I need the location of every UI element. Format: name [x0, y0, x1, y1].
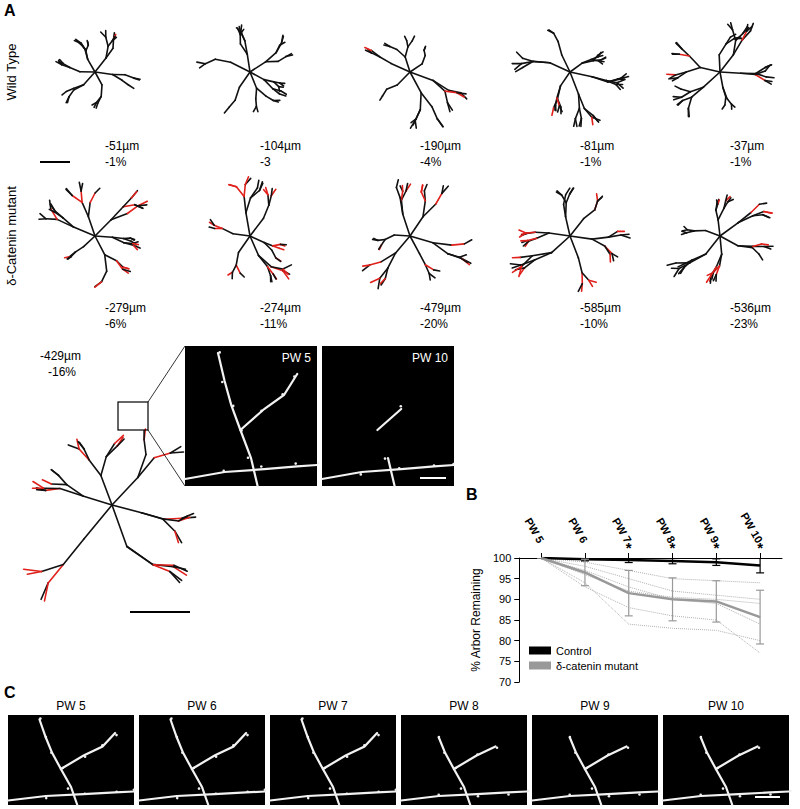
svg-text:-429µm: -429µm	[40, 349, 81, 363]
svg-text:-81µm: -81µm	[580, 139, 614, 153]
svg-text:-1%: -1%	[730, 155, 752, 169]
svg-text:% Arbor Remaining: % Arbor Remaining	[469, 568, 483, 671]
svg-text:PW 10: PW 10	[708, 699, 744, 713]
svg-text:95: 95	[499, 573, 511, 585]
svg-text:-3: -3	[260, 155, 271, 169]
svg-text:-1%: -1%	[580, 155, 602, 169]
svg-text:-279µm: -279µm	[105, 301, 146, 315]
svg-text:PW 5: PW 5	[523, 516, 547, 545]
svg-text:85: 85	[499, 614, 511, 626]
svg-text:δ-Catenin mutant: δ-Catenin mutant	[4, 186, 19, 286]
svg-text:*: *	[670, 539, 676, 556]
svg-text:*: *	[713, 539, 719, 556]
svg-text:-585µm: -585µm	[580, 301, 621, 315]
svg-text:-536µm: -536µm	[730, 301, 771, 315]
svg-text:δ-catenin mutant: δ-catenin mutant	[556, 660, 638, 672]
svg-text:75: 75	[499, 655, 511, 667]
svg-text:PW 7: PW 7	[610, 515, 634, 545]
svg-text:PW 6: PW 6	[566, 516, 590, 545]
svg-text:70: 70	[499, 676, 511, 688]
svg-text:*: *	[757, 539, 763, 556]
svg-text:PW 8: PW 8	[653, 515, 678, 545]
svg-text:C: C	[4, 684, 16, 701]
svg-text:-16%: -16%	[48, 365, 76, 379]
svg-text:PW 10: PW 10	[412, 351, 448, 365]
svg-text:-6%: -6%	[105, 317, 127, 331]
svg-text:-11%: -11%	[260, 317, 287, 331]
svg-text:100: 100	[493, 552, 511, 564]
svg-text:PW 5: PW 5	[282, 351, 312, 365]
svg-text:PW 7: PW 7	[318, 699, 348, 713]
svg-text:PW 10: PW 10	[738, 510, 766, 545]
svg-text:-104µm: -104µm	[260, 139, 301, 153]
svg-text:-51µm: -51µm	[105, 139, 139, 153]
svg-text:PW 5: PW 5	[56, 699, 86, 713]
svg-text:80: 80	[499, 635, 511, 647]
svg-text:-37µm: -37µm	[730, 139, 764, 153]
svg-text:PW 8: PW 8	[449, 699, 479, 713]
svg-text:90: 90	[499, 593, 511, 605]
svg-text:*: *	[626, 539, 632, 556]
svg-text:Wild Type: Wild Type	[4, 44, 19, 101]
svg-text:PW 9: PW 9	[580, 699, 610, 713]
svg-text:-1%: -1%	[105, 155, 127, 169]
svg-text:-23%: -23%	[730, 317, 758, 331]
svg-text:Control: Control	[556, 645, 591, 657]
svg-text:B: B	[466, 486, 478, 503]
svg-text:A: A	[4, 2, 16, 19]
svg-text:-479µm: -479µm	[420, 301, 461, 315]
svg-text:-10%: -10%	[580, 317, 608, 331]
svg-text:-274µm: -274µm	[260, 301, 301, 315]
svg-text:PW 6: PW 6	[187, 699, 217, 713]
svg-text:-4%: -4%	[420, 155, 442, 169]
svg-text:-190µm: -190µm	[420, 139, 461, 153]
svg-text:-20%: -20%	[420, 317, 448, 331]
svg-text:PW 9: PW 9	[697, 515, 722, 545]
